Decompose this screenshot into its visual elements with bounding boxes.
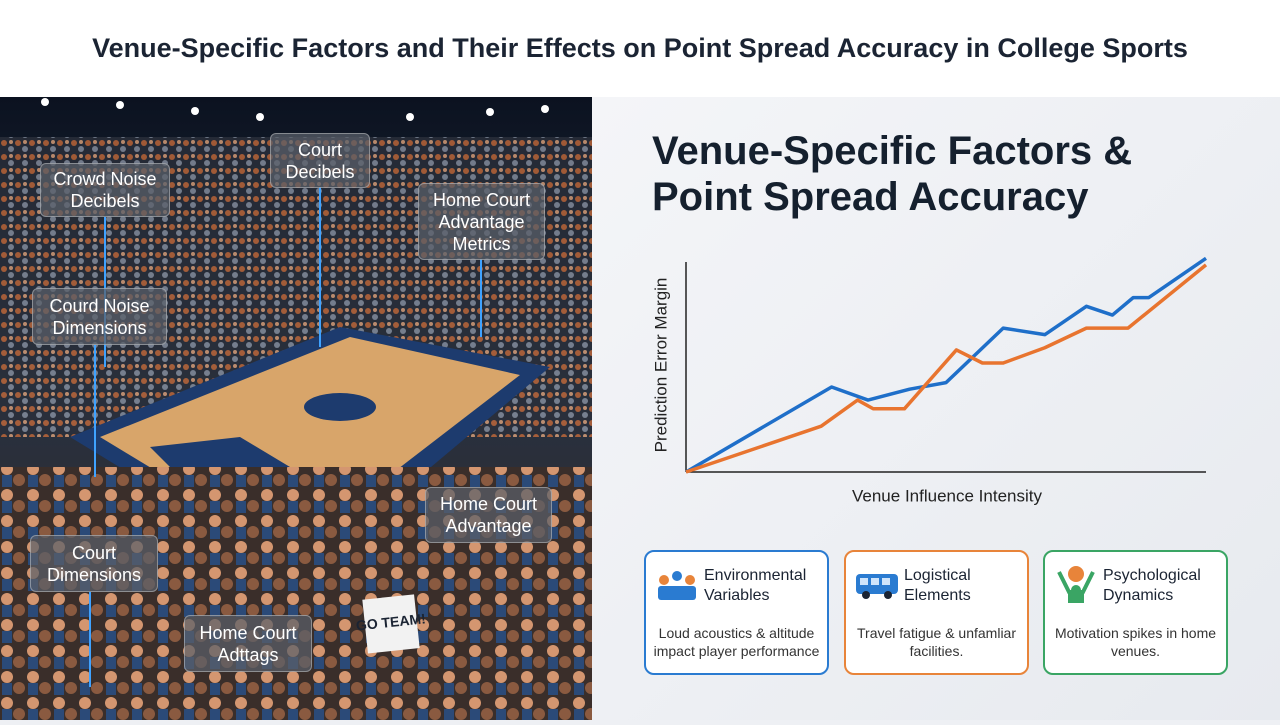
page-title: Venue-Specific Factors and Their Effects… [92,33,1188,63]
lights [41,98,549,121]
sign-text: GO TEAM! [355,610,426,633]
card: Logistical Elements Travel fatigue & unf… [844,550,1029,675]
card: Environmental Variables Loud acoustics &… [644,550,829,675]
card-title: Environmental Variables [704,567,807,604]
arena-label: Court Dimensions [30,535,158,592]
header: Venue-Specific Factors and Their Effects… [0,0,1280,98]
sign-board [362,594,420,654]
x-axis-label: Venue Influence Intensity [852,486,1042,505]
arena-label: Home Court Adttags [184,615,312,672]
card-text: Motivation spikes in home venues. [1054,625,1217,659]
go-team-sign: GO TEAM! [355,594,426,654]
card-title: Logistical Elements [904,567,971,604]
chart-title: Venue-Specific Factors & Point Spread Ac… [652,129,1133,219]
center-logo [304,393,376,421]
icon [1057,566,1095,603]
card-text: Loud acoustics & altitude impact player … [653,625,820,659]
card-text: Travel fatigue & unfamliar facilities. [857,625,1016,659]
arena-label: Court Decibels [270,133,370,188]
line [685,263,1208,474]
arena-label: Courd Noise Dimensions [32,288,167,345]
icon [658,571,696,600]
card: Psychological Dynamics Motivation spikes… [1043,550,1228,675]
arena-label: Home Court Advantage Metrics [418,183,545,260]
icon [856,574,898,599]
card-title: Psychological Dynamics [1103,567,1201,604]
line [685,256,1207,474]
arena-label: Home Court Advantage [425,487,552,543]
chart: Prediction Error Margin Venue Influence … [651,256,1208,505]
arena-panel: GO TEAM! Crowd Noise Decibels Court Deci… [0,97,592,720]
arena-label: Crowd Noise Decibels [40,163,170,217]
y-axis-label: Prediction Error Margin [651,278,670,453]
